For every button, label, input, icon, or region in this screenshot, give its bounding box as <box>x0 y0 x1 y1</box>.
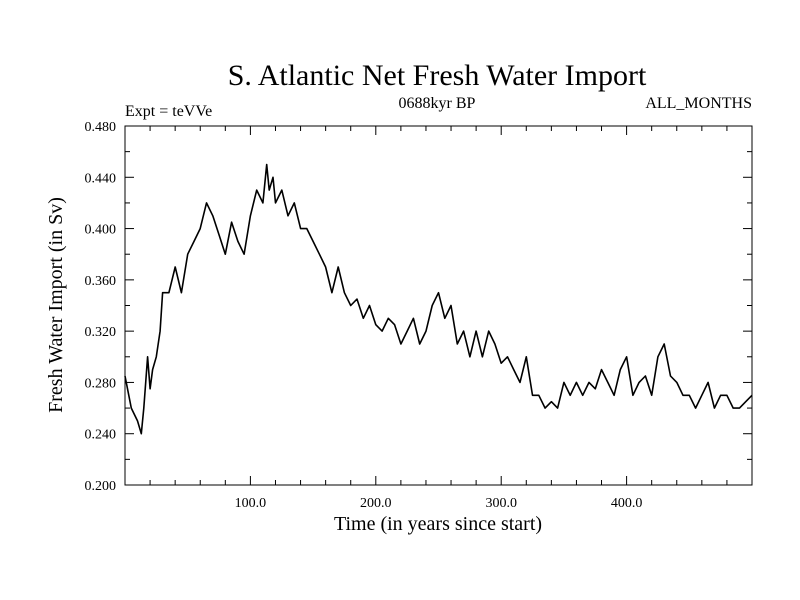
y-tick-label: 0.440 <box>85 171 117 186</box>
y-tick-label: 0.280 <box>85 376 117 391</box>
chart-title: S. Atlantic Net Fresh Water Import <box>228 59 647 92</box>
y-tick-label: 0.360 <box>85 274 117 289</box>
x-axis-label: Time (in years since start) <box>334 513 542 535</box>
tick-labels: 0.200 0.240 0.280 0.320 0.360 0.400 0.440 0.480… <box>85 120 643 511</box>
y-tick-label: 0.240 <box>85 428 117 443</box>
y-tick-label: 0.480 <box>85 120 117 135</box>
experiment-annotation: Expt = teVVe <box>125 103 212 120</box>
axis-ticks <box>125 125 752 486</box>
x-tick-label: 300.0 <box>485 496 517 511</box>
y-axis-label: Fresh Water Import (in Sv) <box>45 197 67 413</box>
months-annotation: ALL_MONTHS <box>645 95 752 112</box>
y-tick-label: 0.320 <box>85 325 117 340</box>
fresh-water-import-line <box>124 163 753 435</box>
x-tick-label: 200.0 <box>360 496 392 511</box>
y-tick-label: 0.400 <box>85 223 117 238</box>
plot-frame <box>124 125 753 486</box>
period-annotation: 0688kyr BP <box>399 95 476 112</box>
y-tick-label: 0.200 <box>85 479 117 494</box>
x-tick-label: 400.0 <box>611 496 643 511</box>
x-tick-label: 100.0 <box>235 496 267 511</box>
